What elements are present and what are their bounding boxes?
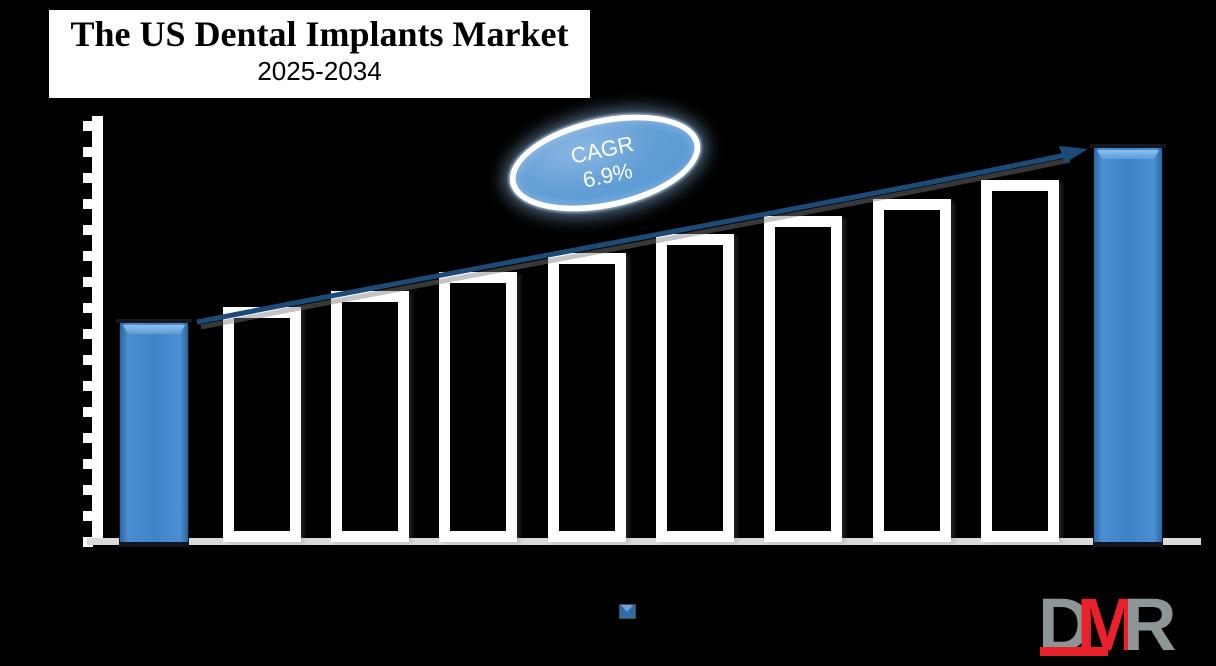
y-axis-tick [83,355,93,365]
y-axis-tick [83,173,93,183]
y-axis-tick [83,121,93,131]
y-axis [92,116,103,545]
y-axis-tick [83,277,93,287]
x-axis [87,538,1201,545]
chart-title: The US Dental Implants Market [70,14,569,54]
y-axis-tick [83,147,93,157]
bar-2029 [548,253,626,542]
bar-2025 [116,319,192,542]
trend-arrowhead [1059,146,1088,163]
logo-letter-r: R [1123,583,1177,666]
bar-2028 [439,272,517,542]
y-axis-tick [83,407,93,417]
y-axis-tick [83,303,93,313]
cagr-badge: CAGR 6.9% [500,98,710,228]
bar-2030 [656,234,734,542]
bar-2026 [223,307,301,542]
bar-2031 [764,216,842,542]
chart-subtitle: 2025-2034 [257,55,382,86]
bar-2027 [331,291,409,542]
y-axis-tick [83,511,93,521]
bar-2033 [981,180,1059,542]
y-axis-tick [83,329,93,339]
y-axis-tick [83,251,93,261]
logo-red-underline [1040,647,1108,656]
bar-2032 [873,199,951,542]
y-axis-tick [83,485,93,495]
y-axis-tick [83,459,93,469]
y-axis-tick [83,199,93,209]
legend-marker [619,604,636,619]
bar-2034 [1090,144,1166,542]
y-axis-tick [83,433,93,443]
chart-title-box: The US Dental Implants Market 2025-2034 [47,8,592,100]
y-axis-tick [83,381,93,391]
y-axis-tick [83,225,93,235]
